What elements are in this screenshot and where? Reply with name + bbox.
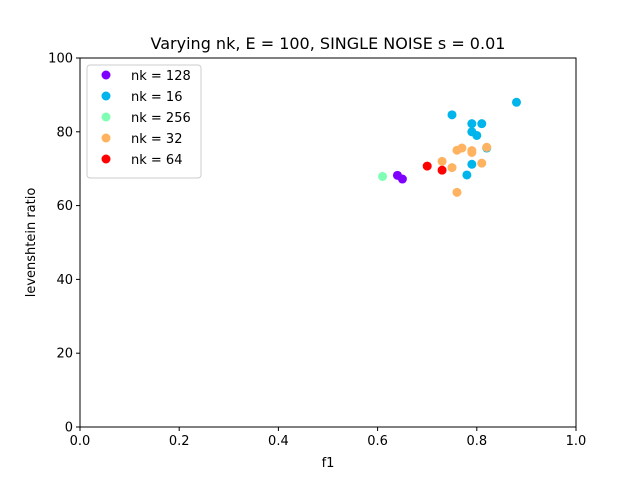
data-point xyxy=(397,174,407,184)
legend: nk = 128 nk = 16 nk = 256 nk = 32 nk = 64 xyxy=(86,64,202,179)
data-point xyxy=(477,158,487,168)
y-tick-label: 80 xyxy=(56,125,73,140)
data-point xyxy=(437,165,447,175)
chart-title: Varying nk, E = 100, SINGLE NOISE s = 0.… xyxy=(151,34,506,53)
x-tick-label: 1.0 xyxy=(566,434,587,449)
axes-frame xyxy=(79,57,577,428)
data-point xyxy=(452,187,462,197)
data-point xyxy=(477,119,487,129)
legend-label: nk = 32 xyxy=(131,132,182,147)
legend-marker xyxy=(101,154,111,164)
data-point xyxy=(422,161,432,171)
x-tick-label: 0.4 xyxy=(268,434,289,449)
legend-marker xyxy=(101,133,111,143)
y-tick-label: 100 xyxy=(48,52,73,67)
data-point xyxy=(511,97,521,107)
plot-area xyxy=(378,97,521,197)
legend-marker xyxy=(101,112,111,122)
legend-label: nk = 64 xyxy=(131,153,182,168)
data-point xyxy=(447,110,457,120)
y-axis-label: levenshtein ratio xyxy=(24,188,39,298)
y-tick-label: 20 xyxy=(56,347,73,362)
data-point xyxy=(467,146,477,156)
x-axis-label: f1 xyxy=(322,456,335,471)
data-point xyxy=(457,143,467,153)
series-4 xyxy=(422,161,447,175)
x-tick-label: 0.2 xyxy=(169,434,190,449)
series-3 xyxy=(437,142,492,197)
series-0 xyxy=(392,170,407,184)
x-axis: 0.0 0.2 0.4 0.6 0.8 1.0 xyxy=(70,427,587,449)
y-axis: 0 20 40 60 80 100 xyxy=(48,52,80,436)
x-tick-label: 0.8 xyxy=(466,434,487,449)
x-tick-label: 0.6 xyxy=(367,434,388,449)
legend-marker xyxy=(101,70,111,80)
data-point xyxy=(447,163,457,173)
legend-label: nk = 128 xyxy=(131,69,191,84)
legend-label: nk = 16 xyxy=(131,90,182,105)
y-tick-label: 40 xyxy=(56,273,73,288)
data-point xyxy=(462,170,472,180)
data-point xyxy=(482,142,492,152)
series-1 xyxy=(447,97,521,180)
data-point xyxy=(467,119,477,129)
legend-box xyxy=(86,64,202,179)
data-point xyxy=(378,171,388,181)
y-tick-label: 60 xyxy=(56,199,73,214)
y-tick-label: 0 xyxy=(65,421,73,436)
data-point xyxy=(472,130,482,140)
legend-label: nk = 256 xyxy=(131,111,191,126)
x-tick-label: 0.0 xyxy=(70,434,91,449)
data-point xyxy=(467,159,477,169)
data-point xyxy=(437,156,447,166)
legend-marker xyxy=(101,91,111,101)
series-2 xyxy=(378,171,388,181)
